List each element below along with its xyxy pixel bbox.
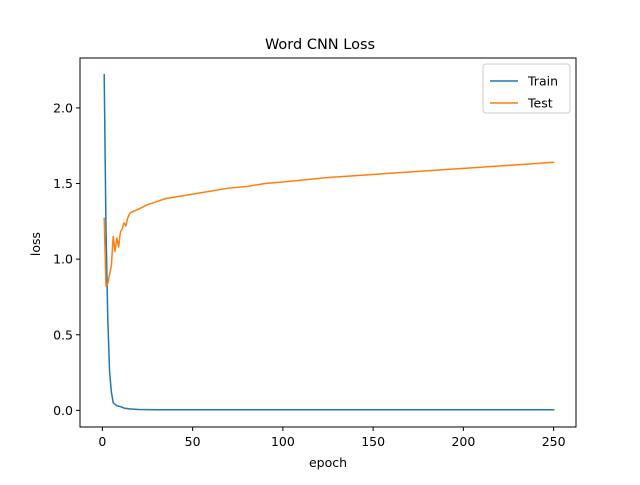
x-tick-label: 50 xyxy=(185,434,201,449)
y-tick-label: 0.0 xyxy=(53,403,73,418)
x-tick-label: 250 xyxy=(542,434,566,449)
legend-label-test: Test xyxy=(527,96,553,111)
series-line-test xyxy=(103,161,555,288)
axes-layer xyxy=(79,57,577,428)
chart-title: Word CNN Loss xyxy=(265,37,375,53)
ticks-layer: 0 50 100 150 200 250 0.0 0.5 1.0 1.5 2.0 xyxy=(53,100,565,449)
x-tick-label: 200 xyxy=(451,434,475,449)
x-tick-label: 150 xyxy=(361,434,385,449)
y-tick-label: 1.5 xyxy=(53,176,73,191)
legend-box xyxy=(482,63,571,114)
legend-label-train: Train xyxy=(527,74,558,89)
x-axis-label: epoch xyxy=(309,455,347,470)
x-tick-label: 0 xyxy=(98,434,106,449)
legend: Train Test xyxy=(482,63,571,114)
y-axis-label: loss xyxy=(28,232,43,256)
y-tick-label: 2.0 xyxy=(53,100,73,115)
x-tick-label: 100 xyxy=(271,434,295,449)
plot-frame xyxy=(79,57,577,428)
series-layer xyxy=(103,73,555,411)
series-line-train xyxy=(103,73,555,411)
y-tick-label: 1.0 xyxy=(53,252,73,267)
y-tick-label: 0.5 xyxy=(53,327,73,342)
